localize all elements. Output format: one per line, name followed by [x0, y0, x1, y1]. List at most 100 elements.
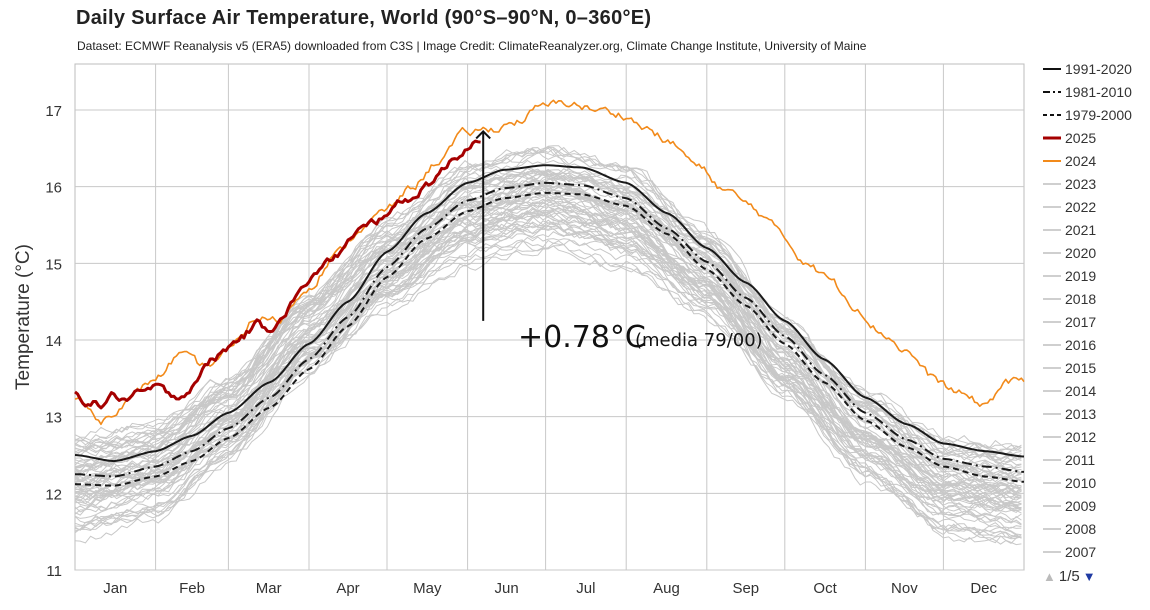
historical-year-line — [74, 147, 1022, 468]
legend-swatch — [1043, 435, 1061, 438]
historical-year-line — [74, 243, 1022, 509]
legend-swatch — [1043, 274, 1061, 277]
legend-item[interactable]: 2008 — [1043, 517, 1147, 540]
x-tick-label: Sep — [732, 580, 759, 597]
legend-swatch — [1043, 113, 1061, 116]
triangle-up-icon[interactable]: ▲ — [1043, 569, 1056, 584]
x-tick-label: Jul — [576, 580, 595, 597]
historical-year-line — [74, 239, 1022, 493]
series-line-1981-2010 — [75, 181, 1025, 478]
legend-swatch — [1043, 550, 1061, 553]
historical-year-line — [74, 212, 1022, 536]
y-tick-label: 14 — [45, 333, 62, 350]
x-tick-label: Apr — [336, 580, 359, 597]
series-layer — [74, 99, 1025, 487]
legend-label: 2016 — [1065, 336, 1097, 353]
legend-item[interactable]: 2015 — [1043, 356, 1147, 379]
legend-item[interactable]: 2020 — [1043, 241, 1147, 264]
legend-label: 2018 — [1065, 290, 1097, 307]
y-tick-label: 17 — [45, 103, 62, 120]
legend-swatch — [1043, 320, 1061, 323]
legend-item[interactable]: 2013 — [1043, 402, 1147, 425]
anomaly-note: (media 79/00) — [635, 330, 763, 351]
historical-year-line — [74, 159, 1022, 490]
legend-item[interactable]: 2016 — [1043, 333, 1147, 356]
legend-item[interactable]: 2023 — [1043, 172, 1147, 195]
legend-item[interactable]: 1979-2000 — [1043, 103, 1147, 126]
legend-item[interactable]: 2022 — [1043, 195, 1147, 218]
legend-label: 2008 — [1065, 520, 1097, 537]
legend-item[interactable]: 2024 — [1043, 149, 1147, 172]
legend-item[interactable]: 2011 — [1043, 448, 1147, 471]
legend-label: 2022 — [1065, 198, 1097, 215]
historical-year-line — [74, 194, 1022, 535]
legend-label: 2014 — [1065, 382, 1097, 399]
legend-swatch — [1043, 182, 1061, 185]
historical-year-line — [74, 175, 1022, 483]
legend-swatch — [1043, 297, 1061, 300]
x-tick-label: Aug — [653, 580, 680, 597]
series-line-1979-2000 — [74, 191, 1025, 487]
legend-item[interactable]: 1981-2010 — [1043, 80, 1147, 103]
legend-swatch — [1043, 67, 1061, 70]
legend-pager: ▲ 1/5 ▼ — [1043, 568, 1096, 585]
legend-swatch — [1043, 228, 1061, 231]
legend-swatch — [1043, 481, 1061, 484]
legend-item[interactable]: 2018 — [1043, 287, 1147, 310]
legend-item[interactable]: 2007 — [1043, 540, 1147, 563]
legend-label: 2019 — [1065, 267, 1097, 284]
legend-page-indicator: 1/5 — [1058, 568, 1080, 585]
y-tick-label: 15 — [45, 256, 62, 273]
x-tick-label: Nov — [891, 580, 918, 597]
annotation-layer: +0.78°C(media 79/00) — [475, 130, 763, 355]
historical-year-line — [74, 168, 1022, 455]
x-tick-label: May — [413, 580, 442, 597]
grid-layer — [74, 63, 1025, 571]
legend-item[interactable]: 2019 — [1043, 264, 1147, 287]
legend-label: 2009 — [1065, 497, 1097, 514]
legend-swatch — [1043, 343, 1061, 346]
chart-subtitle: Dataset: ECMWF Reanalysis v5 (ERA5) down… — [77, 39, 867, 53]
legend-label: 2011 — [1065, 451, 1096, 468]
legend-label: 1979-2000 — [1065, 106, 1132, 123]
legend-item[interactable]: 1991-2020 — [1043, 57, 1147, 80]
legend-item[interactable]: 2010 — [1043, 471, 1147, 494]
legend-swatch — [1043, 205, 1061, 208]
legend-swatch — [1043, 159, 1061, 162]
historical-year-line — [74, 236, 1022, 494]
historical-year-line — [74, 177, 1022, 510]
x-tick-label: Mar — [256, 580, 282, 597]
legend-swatch — [1043, 136, 1061, 139]
legend-item[interactable]: 2021 — [1043, 218, 1147, 241]
anomaly-arrow-head — [475, 130, 491, 140]
historical-year-line — [74, 219, 1022, 544]
series-line-2025 — [74, 139, 481, 410]
y-tick-label: 12 — [45, 486, 62, 503]
legend-item[interactable]: 2025 — [1043, 126, 1147, 149]
triangle-down-icon[interactable]: ▼ — [1082, 569, 1096, 584]
legend-label: 2007 — [1065, 543, 1097, 560]
legend-label: 2013 — [1065, 405, 1097, 422]
legend-item[interactable]: 2017 — [1043, 310, 1147, 333]
historical-year-line — [74, 208, 1022, 538]
legend-item[interactable]: 2012 — [1043, 425, 1147, 448]
legend-label: 2017 — [1065, 313, 1097, 330]
legend-item[interactable]: 2014 — [1043, 379, 1147, 402]
legend-label: 2024 — [1065, 152, 1097, 169]
historical-year-line — [74, 182, 1022, 495]
legend-item[interactable]: 2009 — [1043, 494, 1147, 517]
chart-title: Daily Surface Air Temperature, World (90… — [76, 7, 652, 29]
legend-label: 2015 — [1065, 359, 1097, 376]
y-tick-label: 11 — [46, 563, 62, 580]
historical-year-line — [74, 210, 1022, 546]
series-line-2024 — [74, 99, 1025, 426]
legend-swatch — [1043, 412, 1061, 415]
y-tick-label: 13 — [45, 410, 62, 427]
legend-label: 2010 — [1065, 474, 1097, 491]
x-tick-label: Dec — [970, 580, 997, 597]
y-axis-label: Temperature (°C) — [13, 244, 34, 390]
legend-label: 2020 — [1065, 244, 1097, 261]
legend-label: 1991-2020 — [1065, 60, 1132, 77]
legend-label: 2021 — [1065, 221, 1097, 238]
